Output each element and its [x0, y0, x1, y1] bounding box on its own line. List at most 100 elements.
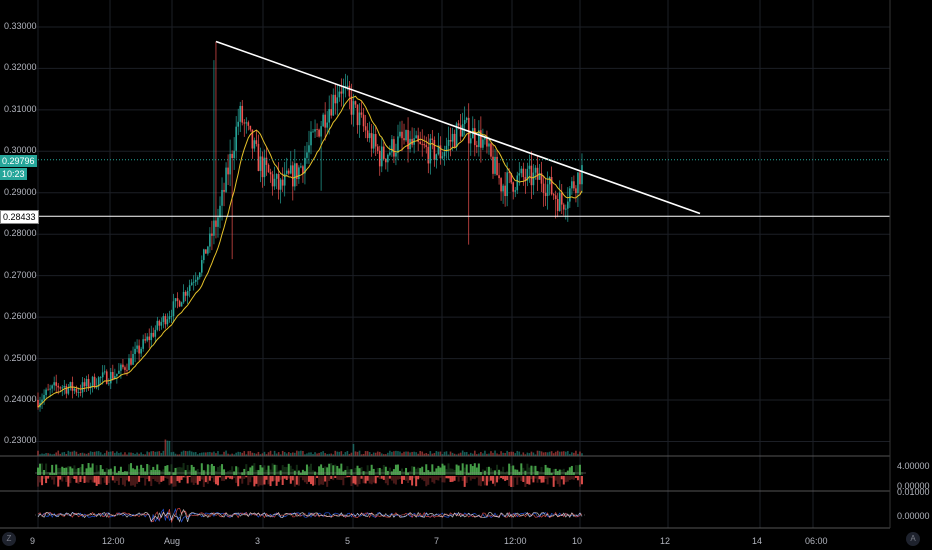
pane1-red-bar	[423, 476, 426, 482]
candle-body	[405, 130, 407, 141]
volume-bar	[459, 452, 462, 456]
volume-bar	[144, 454, 146, 456]
pane1-green-bar	[350, 469, 353, 475]
volume-bar	[221, 454, 223, 456]
volume-bar	[239, 452, 242, 456]
candle-body	[160, 322, 163, 326]
pane1-green-bar	[184, 470, 187, 475]
pane1-red-bar	[318, 476, 321, 486]
volume-bar	[231, 453, 233, 456]
pane1-red-bar	[334, 476, 337, 479]
candle-body	[506, 172, 508, 197]
candle-body	[504, 185, 506, 197]
pane1-green-bar	[89, 467, 92, 475]
pane1-green-bar	[445, 469, 448, 475]
volume-bar	[480, 451, 482, 456]
volume-bar	[49, 453, 51, 456]
volume-bar	[336, 451, 339, 456]
pane1-green-bar	[578, 464, 581, 475]
volume-bar	[186, 451, 189, 456]
pane1-red-bar	[212, 476, 215, 483]
volume-bar	[67, 450, 70, 456]
candle-body	[459, 125, 462, 137]
pane1-red-bar	[342, 476, 345, 486]
pane1-red-bar	[492, 476, 494, 484]
volume-bar	[194, 452, 197, 456]
pane1-red-bar	[316, 476, 319, 479]
pane1-green-bar	[182, 463, 185, 475]
pane1-green-bar	[55, 464, 58, 475]
pane1-red-bar	[202, 476, 205, 487]
volume-bar	[263, 451, 266, 456]
pane1-red-bar	[409, 476, 412, 481]
pane1-red-bar	[540, 476, 543, 483]
pane1-red-bar	[279, 476, 282, 480]
pane1-red-bar	[487, 476, 490, 482]
candle-body	[310, 131, 312, 146]
pane1-green-bar	[455, 464, 458, 475]
candle-body	[209, 233, 211, 247]
pane1-red-bar	[261, 476, 264, 486]
candle-body	[455, 123, 458, 148]
candle-body	[99, 377, 102, 379]
volume-bar	[241, 452, 244, 456]
candle-body	[227, 167, 229, 175]
candle-body	[154, 329, 157, 337]
candle-body	[463, 120, 466, 125]
pane1-green-bar	[475, 467, 478, 475]
pane1-red-bar	[374, 476, 377, 484]
pane1-green-bar	[152, 466, 155, 475]
candle-body	[221, 189, 223, 206]
pane1-green-bar	[344, 469, 347, 475]
candle-body	[579, 172, 581, 185]
pane1-red-bar	[196, 476, 199, 485]
volume-bar	[292, 452, 294, 456]
price-tick-label: 0.30000	[4, 145, 37, 156]
volume-bar	[320, 452, 322, 456]
pane1-red-bar	[97, 476, 100, 485]
volume-bar	[271, 454, 274, 456]
pane1-red-bar	[148, 476, 151, 482]
candle-body	[380, 146, 383, 167]
pane1-green-bar	[550, 472, 553, 475]
volume-bar	[558, 451, 561, 456]
auto-scale-left-button[interactable]: Z	[2, 532, 16, 546]
pane1-red-bar	[119, 476, 122, 478]
auto-scale-right-button[interactable]: A	[906, 532, 920, 546]
pane1-red-bar	[107, 476, 110, 484]
pane1-red-bar	[510, 476, 513, 487]
volume-bar	[237, 451, 239, 456]
pane1-green-bar	[463, 467, 466, 475]
pane1-red-bar	[293, 476, 296, 487]
volume-bar	[439, 451, 442, 456]
volume-bar	[577, 453, 579, 456]
pane1-green-bar	[570, 465, 573, 475]
pane1-red-bar	[463, 476, 466, 487]
pane1-green-bar	[83, 472, 86, 475]
candle-body	[281, 179, 284, 186]
candle-body	[75, 388, 78, 393]
pane1-green-bar	[273, 464, 276, 475]
pane1-green-bar	[43, 469, 46, 475]
pane1-green-bar	[164, 465, 167, 475]
candle-body	[536, 167, 539, 180]
candle-body	[37, 400, 39, 408]
pane1-green-bar	[461, 463, 464, 475]
pane1-green-bar	[433, 471, 436, 475]
volume-bar	[546, 452, 549, 456]
price-tick-label: 0.28000	[4, 228, 37, 239]
pane1-red-bar	[91, 476, 94, 483]
descending-trendline[interactable]	[215, 40, 701, 215]
candle-body	[478, 130, 480, 148]
pane1-red-bar	[370, 476, 373, 485]
candle-body	[577, 172, 579, 194]
volume-bar	[344, 452, 347, 456]
pane1-green-bar	[324, 466, 327, 475]
pane1-red-bar	[439, 476, 442, 478]
candle-body	[205, 249, 207, 254]
pane1-green-bar	[326, 467, 329, 475]
pane1-green-bar	[328, 463, 331, 475]
candle-body	[538, 173, 541, 180]
pane1-red-bar	[93, 476, 96, 483]
